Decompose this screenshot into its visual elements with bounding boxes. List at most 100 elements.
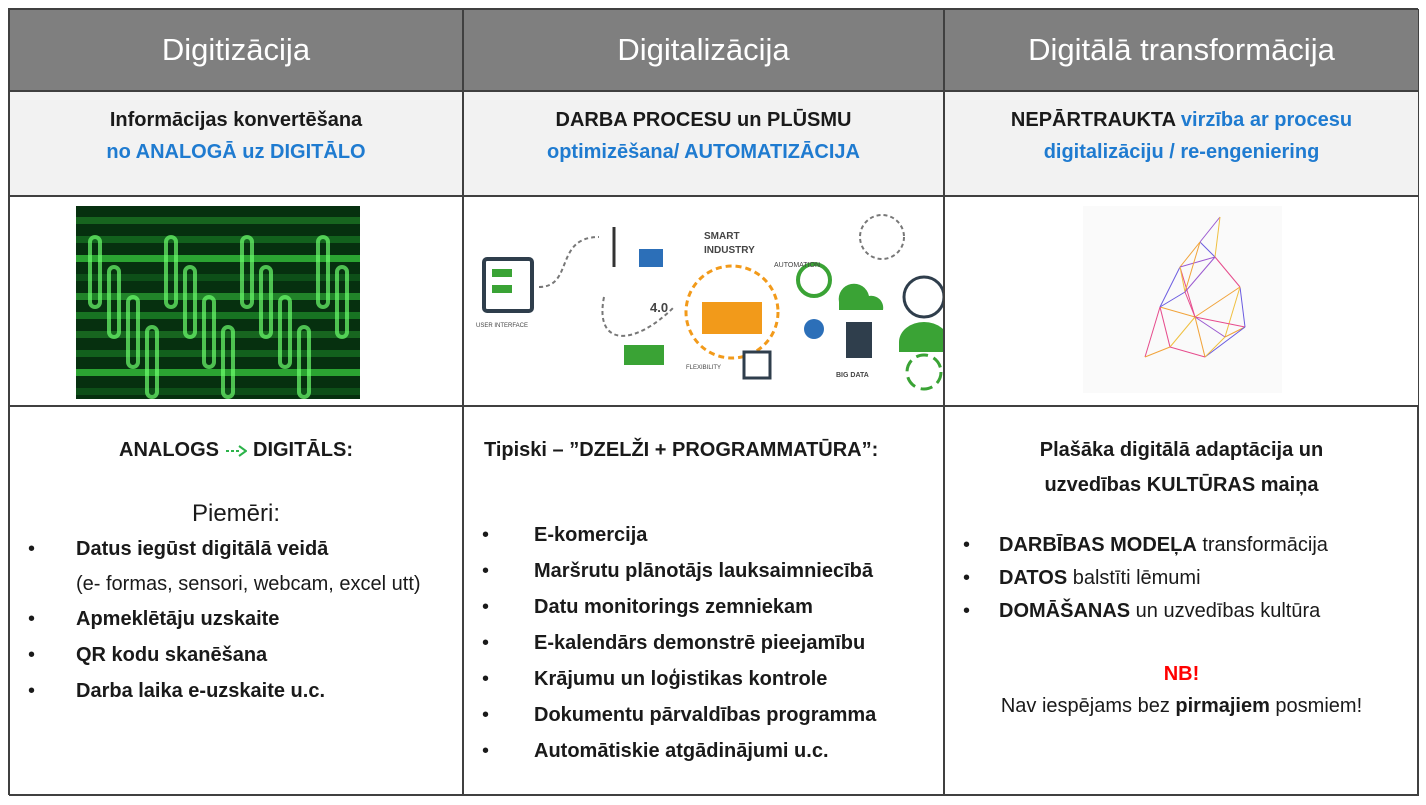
bullet-item: Darba laika e-uzskaite u.c. (24, 673, 448, 709)
text-line: Dokumentu pārvaldības programma (534, 697, 929, 733)
bullet-item: QR kodu skanēšana (24, 637, 448, 673)
arrow-icon (226, 444, 247, 457)
illustration: SMART INDUSTRY 4.0 USER INTERFACE AUTOMATION… (476, 214, 943, 391)
text-segment: uzvedības KULTŪRAS maiņa (1044, 474, 1319, 496)
bullet-item: Maršrutu plānotājs lauksaimniecībā (478, 553, 929, 589)
text-line: Datu monitorings zemniekam (534, 589, 929, 625)
text-line: digitalizāciju / re-engeniering (945, 136, 1418, 168)
image-label: AUTOMATION (774, 262, 820, 269)
text-segment: no ANALOGĀ uz DIGITĀLO (106, 141, 366, 163)
text-line: Darba laika e-uzskaite u.c. (76, 673, 448, 709)
text-segment: Datu monitorings zemniekam (534, 596, 813, 618)
image-label: SMART (704, 231, 740, 242)
text-segment: virzība ar procesu (1180, 109, 1353, 131)
text-line: Tipiski – ”DZELŽI + PROGRAMMATŪRA”: (484, 433, 929, 467)
text-line: DATOS balstīti lēmumi (999, 562, 1404, 595)
text-line: ANALOGS DIGITĀLS: (24, 433, 448, 467)
text-line: no ANALOGĀ uz DIGITĀLO (10, 136, 462, 168)
text-line: Krājumu un loģistikas kontrole (534, 661, 929, 697)
text-line: Piemēri: (24, 497, 448, 531)
text-segment: Apmeklētāju uzskaite (76, 608, 280, 630)
bullet-item: Apmeklētāju uzskaite (24, 601, 448, 637)
text-line: Datus iegūst digitālā veidā (76, 531, 448, 567)
text-line: DOMĀŠANAS un uzvedības kultūra (999, 595, 1404, 628)
text-segment: posmiem! (1269, 695, 1363, 717)
bullet-item: DOMĀŠANAS un uzvedības kultūra (959, 595, 1404, 628)
text-segment: NB! (1163, 663, 1200, 685)
text-segment: DATOS (999, 567, 1068, 589)
text-line: optimizēšana/ AUTOMATIZĀCIJA (464, 136, 943, 168)
bullet-item: DARBĪBAS MODEĻA transformācija (959, 529, 1404, 562)
text-block: NB! Nav iespējams bez pirmajiem posmiem! (959, 658, 1404, 722)
text-line: NB! (959, 658, 1404, 690)
text-segment: Darba laika e-uzskaite u.c. (76, 680, 326, 702)
bullet-item: DATOS balstīti lēmumi (959, 562, 1404, 595)
text-segment: Krājumu un loģistikas kontrole (534, 668, 828, 690)
text-segment: Plašāka digitālā adaptācija un (1039, 439, 1324, 461)
text-block: ANALOGS DIGITĀLS: (24, 433, 448, 467)
text-segment: digitalizāciju / re-engeniering (1043, 141, 1320, 163)
text-segment: DARBĪBAS MODEĻA (999, 534, 1197, 556)
text-line: Plašāka digitālā adaptācija un (959, 433, 1404, 468)
text-segment: E-kalendārs demonstrē pieejamību (534, 632, 866, 654)
text-segment: Dokumentu pārvaldības programma (534, 704, 877, 726)
bullet-item: Automātiskie atgādinājumi u.c. (478, 733, 929, 769)
text-segment: Maršrutu plānotājs lauksaimniecībā (534, 560, 873, 582)
text-segment: pirmajiem (1175, 695, 1270, 717)
illustration (76, 206, 360, 399)
text-segment: DOMĀŠANAS (999, 600, 1131, 622)
column-body: Tipiski – ”DZELŽI + PROGRAMMATŪRA”: E-kom… (463, 406, 944, 796)
text-segment: (e- formas, sensori, webcam, excel utt) (76, 573, 421, 595)
column-title: Digitizācija (9, 9, 463, 91)
text-segment: DIGITĀLS: (253, 439, 353, 461)
text-line: DARBA PROCESU un PLŪSMU (464, 104, 943, 136)
text-segment: DARBA PROCESU un PLŪSMU (555, 109, 852, 131)
column-subtitle: Informācijas konvertēšana no ANALOGĀ uz D… (9, 91, 463, 196)
text-line: Informācijas konvertēšana (10, 104, 462, 136)
text-segment: Piemēri: (191, 500, 281, 527)
text-line: Nav iespējams bez pirmajiem posmiem! (959, 690, 1404, 722)
text-segment: Datus iegūst digitālā veidā (76, 538, 329, 560)
bullet-item: E-komercija (478, 517, 929, 553)
column-body: Plašāka digitālā adaptācija un uzvedības … (944, 406, 1419, 796)
text-segment: Tipiski – ”DZELŽI + PROGRAMMATŪRA”: (484, 439, 879, 461)
text-line: Maršrutu plānotājs lauksaimniecībā (534, 553, 929, 589)
text-segment: E-komercija (534, 524, 648, 546)
text-line: uzvedības KULTŪRAS maiņa (959, 468, 1404, 503)
text-segment: Automātiskie atgādinājumi u.c. (534, 740, 829, 762)
text-block: Plašāka digitālā adaptācija un uzvedības … (959, 433, 1404, 503)
text-line: DARBĪBAS MODEĻA transformācija (999, 529, 1404, 562)
text-segment: Informācijas konvertēšana (109, 109, 363, 131)
column-title: Digitalizācija (463, 9, 944, 91)
image-label: BIG DATA (836, 372, 869, 379)
text-segment: NEPĀRTRAUKTA (1010, 109, 1181, 131)
text-block: Piemēri: (24, 497, 448, 531)
text-line: E-komercija (534, 517, 929, 553)
bullet-item: Krājumu un loģistikas kontrole (478, 661, 929, 697)
text-block: Tipiski – ”DZELŽI + PROGRAMMATŪRA”: (478, 433, 929, 467)
text-segment: QR kodu skanēšana (76, 644, 268, 666)
image-label: USER INTERFACE (476, 323, 528, 329)
text-line: Automātiskie atgādinājumi u.c. (534, 733, 929, 769)
bullet-item: Datus iegūst digitālā veidā (e- formas, s… (24, 531, 448, 601)
text-segment: Nav iespējams bez (1000, 695, 1176, 717)
text-segment: ANALOGS (119, 439, 219, 461)
illustration (1083, 206, 1282, 393)
text-segment: optimizēšana/ AUTOMATIZĀCIJA (547, 141, 860, 163)
image-cell (944, 196, 1419, 406)
text-segment: balstīti lēmumi (1067, 567, 1201, 589)
text-line: QR kodu skanēšana (76, 637, 448, 673)
text-line: (e- formas, sensori, webcam, excel utt) (76, 567, 448, 601)
bullet-item: Datu monitorings zemniekam (478, 589, 929, 625)
column-subtitle: DARBA PROCESU un PLŪSMU optimizēšana/ AUT… (463, 91, 944, 196)
column-body: ANALOGS DIGITĀLS: Piemēri: Datus iegūst dig… (9, 406, 463, 796)
image-label: FLEXIBILITY (686, 365, 721, 371)
text-line: Apmeklētāju uzskaite (76, 601, 448, 637)
image-cell: SMART INDUSTRY 4.0 USER INTERFACE AUTOMATION… (463, 196, 944, 406)
column-subtitle: NEPĀRTRAUKTA virzība ar procesu digitaliz… (944, 91, 1419, 196)
bullet-item: E-kalendārs demonstrē pieejamību (478, 625, 929, 661)
text-line: E-kalendārs demonstrē pieejamību (534, 625, 929, 661)
bullet-item: Dokumentu pārvaldības programma (478, 697, 929, 733)
text-segment: transformācija (1196, 534, 1328, 556)
